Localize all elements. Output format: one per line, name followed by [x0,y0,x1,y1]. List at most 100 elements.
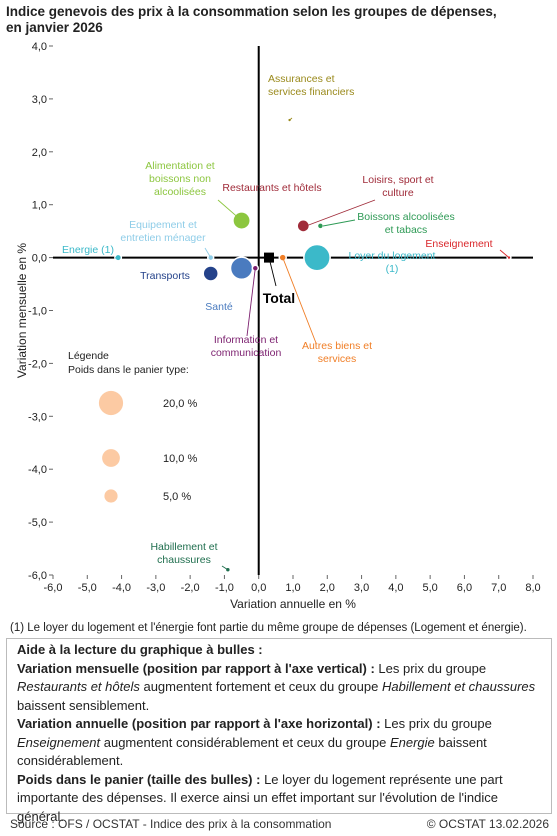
y-tick-label: -6,0 [28,570,47,582]
label-line: Autres biens et [302,340,372,352]
label-line: Assurances et [268,73,335,85]
label-line: Boissons alcoolisées [357,211,454,223]
label-line: Restaurants et hôtels [222,182,321,194]
label-line: (1) [386,263,399,275]
y-tick-label: 3,0 [32,94,47,106]
help-heading: Aide à la lecture du graphique à bulles … [17,642,263,657]
label-line: Energie (1) [62,244,114,256]
x-tick-label: 3,0 [354,582,369,594]
label-equipement-et-entretien-menager: Equipement et entretien ménager [120,219,206,244]
bubble-loisirs-sport-et-culture [296,219,311,233]
label-line: alcoolisées [154,186,206,198]
chart-legend: Légende Poids dans le panier type: 20,0 % 1… [57,342,209,522]
x-tick-label: 6,0 [457,582,472,594]
legend-title: Légende [68,350,109,362]
x-tick-label: 1,0 [285,582,300,594]
label-line: entretien ménager [120,232,206,244]
help-text: baissent considérablement. [17,734,487,769]
label-energie-1: Energie (1) [62,244,114,256]
help-italic: Habillement et chaussures [381,679,536,694]
source-note: Source : OFS / OCSTAT - Indice des prix … [10,817,332,831]
leader-line [499,249,510,258]
label-loyer-du-logement-1: Loyer du logement (1) [349,250,436,275]
x-tick-label: 5,0 [422,582,437,594]
label-line: services financiers [268,86,354,98]
help-text: baissent sensiblement. [17,697,150,713]
y-tick-label: -1,0 [28,306,47,318]
chart-axes: -6,0 -5,0 -4,0 -3,0 -2,0 -1,0 0,0 1,0 2,0 3,0 4,0 5… [15,41,541,611]
y-tick-label: -4,0 [28,464,47,476]
label-line: Transports [140,270,190,282]
leader-line [217,199,242,221]
help-text: augmentent fortement et ceux du groupe [139,679,382,694]
y-tick-label: -3,0 [28,411,47,423]
copyright-note: © OCSTAT 13.02.2026 [426,817,549,831]
leader-line [246,268,256,337]
label-line: chaussures [157,554,211,566]
label-enseignement: Enseignement [425,238,492,250]
help-text: augmentent considérablement et ceux du g… [100,734,390,750]
x-axis-title: Variation annuelle en % [230,597,356,611]
label-line: et tabacs [385,224,428,236]
bubble-loyer-du-logement-1 [303,243,331,272]
legend-box [57,342,209,522]
label-transports: Transports [140,270,190,282]
label-sante: Santé [205,301,233,313]
y-tick-label: 2,0 [32,147,47,159]
label-line: Total [263,290,295,306]
chart-labels: Assurances et services financiers Alimenta… [62,73,510,571]
legend-subtitle: Poids dans le panier type: [68,364,189,376]
chart-title: Indice genevois des prix à la consommati… [6,4,546,36]
help-annual-title: Variation annuelle (position par rapport… [17,716,381,731]
chart-title-line1: Indice genevois des prix à la consommati… [6,4,497,19]
x-tick-label: -2,0 [181,582,200,594]
help-box: Aide à la lecture du graphique à bulles … [6,638,552,824]
label-autres-biens-et-services: Autres biens et services [302,340,372,365]
y-tick-label: 4,0 [32,41,47,53]
label-line: communication [211,347,282,359]
help-italic: Restaurants et hôtels [17,679,140,694]
x-tick-label: -3,0 [146,582,165,594]
bubble-sante [229,256,254,281]
help-italic: Energie [389,734,435,750]
leader-line [282,257,317,344]
legend-bubble [104,489,118,503]
x-tick-label: 2,0 [320,582,335,594]
label-alimentation-et-boissons-non-alcoolisees: Alimentation et boissons non alcoolisées [145,160,215,198]
y-tick-label: 1,0 [32,200,47,212]
leader-line [221,565,229,571]
x-tick-label: -5,0 [78,582,97,594]
help-italic: Enseignement [17,734,101,750]
label-line: Loyer du logement [349,250,436,262]
y-tick-label: -5,0 [28,517,47,529]
help-paragraph-annual: Variation annuelle (position par rapport… [17,715,541,771]
legend-label: 5,0 % [163,491,191,503]
leader-line [322,219,356,227]
bubble-boissons-alcoolisees-et-tabacs [316,222,325,230]
leader-line [305,199,376,227]
help-text: Les prix du groupe [374,660,487,676]
help-weight-title: Poids dans le panier (taille des bulles)… [17,771,261,787]
x-tick-label: -1,0 [215,582,234,594]
label-boissons-alcoolisees-et-tabacs: Boissons alcoolisées et tabacs [357,211,454,236]
bubble-transports [202,265,219,282]
label-assurances-et-services-financiers: Assurances et services financiers [268,73,354,98]
label-total: Total [263,290,295,306]
bubble-chart: -6,0 -5,0 -4,0 -3,0 -2,0 -1,0 0,0 1,0 2,0 3,0 4,0 5… [15,41,541,611]
x-tick-label: -6,0 [44,582,63,594]
label-habillement-et-chaussures: Habillement et chaussures [150,541,217,566]
x-tick-label: -4,0 [112,582,131,594]
help-paragraph-weight: Poids dans le panier (taille des bulles)… [17,771,541,827]
legend-bubble [102,449,120,467]
label-line: Santé [205,301,233,313]
legend-label: 20,0 % [163,398,197,410]
help-text: Les prix du groupe [380,716,492,731]
x-tick-label: 4,0 [388,582,403,594]
y-axis-title: Variation mensuelle en % [15,243,29,379]
help-paragraph-monthly: Variation mensuelle (position par rappor… [17,660,541,716]
label-line: services [318,353,357,365]
label-line: Loisirs, sport et [362,174,433,186]
leader-line [204,247,212,258]
bubble-equipement-et-entretien-menager [206,253,215,262]
leader-line [289,117,293,121]
